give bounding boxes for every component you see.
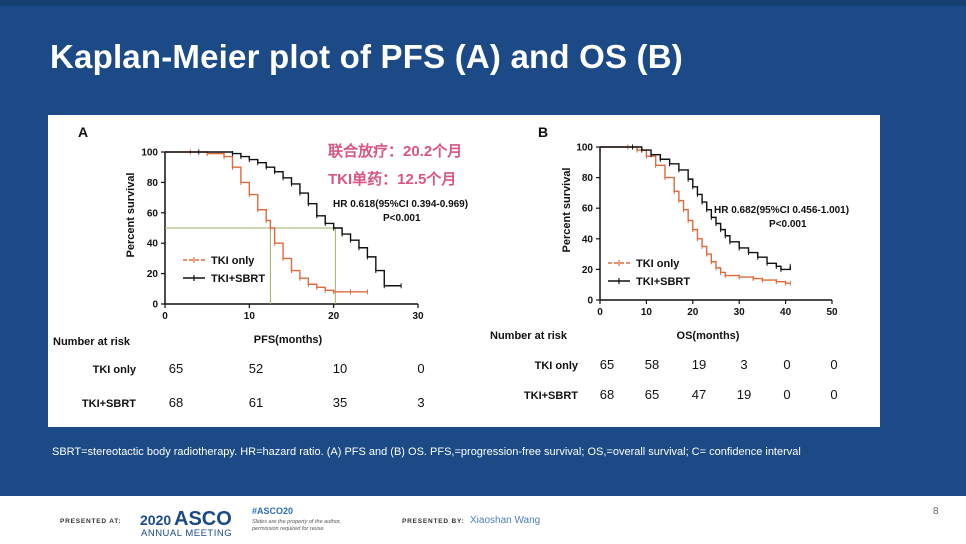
risk-value: 68 — [600, 387, 614, 402]
risk-header: Number at risk — [53, 336, 131, 348]
panel-b-curves — [600, 144, 791, 286]
legend-label: TKI+SBRT — [211, 273, 265, 285]
x-tick-label: 50 — [826, 307, 838, 318]
risk-value: 3 — [417, 395, 424, 410]
panel-a-xlabel: PFS(months) — [254, 334, 323, 346]
y-tick-label: 80 — [147, 178, 159, 189]
logo-name: ASCO — [174, 508, 232, 530]
logo-year: 2020 — [140, 512, 171, 528]
slide-title: Kaplan-Meier plot of PFS (A) and OS (B) — [50, 38, 683, 75]
panel-b-risk-table: Number at risk TKI only 65 58 19 3 0 0 TKI+SBRT 6… — [490, 330, 838, 402]
panel-b-legend: TKI only TKI+SBRT — [608, 258, 690, 288]
risk-value: 3 — [740, 357, 747, 372]
risk-value: 65 — [645, 387, 659, 402]
logo-subtitle: ANNUAL MEETING — [141, 528, 232, 539]
y-tick-label: 100 — [141, 148, 158, 159]
risk-value: 0 — [830, 357, 837, 372]
series-line-tki-sbrt — [600, 146, 791, 271]
y-tick-label: 0 — [152, 300, 158, 311]
risk-row-label: TKI+SBRT — [524, 390, 578, 402]
y-tick-label: 20 — [582, 265, 594, 276]
risk-value: 35 — [333, 395, 347, 410]
risk-value: 0 — [783, 357, 790, 372]
panel-a-p: P<0.001 — [383, 213, 421, 224]
x-tick-label: 10 — [244, 311, 256, 322]
legend-label: TKI only — [211, 255, 255, 267]
y-tick-label: 0 — [587, 296, 593, 307]
y-tick-label: 80 — [582, 173, 594, 184]
risk-value: 0 — [783, 387, 790, 402]
x-tick-label: 10 — [641, 307, 653, 318]
y-tick-label: 40 — [147, 239, 159, 250]
asco-logo: 2020 ASCO ANNUAL MEETING — [140, 508, 232, 539]
panel-a-label: A — [78, 124, 88, 140]
panel-b-hr: HR 0.682(95%CI 0.456-1.001) — [714, 205, 849, 216]
presented-at-label: PRESENTED AT: — [60, 518, 122, 525]
panel-b-axes: 0 20 40 60 80 100 0 10 20 30 40 50 — [576, 143, 838, 319]
panel-a-legend: TKI only TKI+SBRT — [183, 255, 265, 285]
risk-value: 19 — [737, 387, 751, 402]
page-number: 8 — [933, 506, 939, 517]
y-tick-label: 20 — [147, 269, 159, 280]
risk-row-label: TKI only — [535, 360, 579, 372]
risk-value: 61 — [249, 395, 263, 410]
x-tick-label: 30 — [412, 311, 424, 322]
panel-a-risk-table: Number at risk TKI only 65 52 10 0 TKI+SBRT 68 6… — [53, 336, 425, 410]
presenter-name: Xiaoshan Wang — [470, 515, 541, 526]
panel-b-xlabel: OS(months) — [677, 330, 740, 342]
risk-value: 68 — [169, 395, 183, 410]
risk-value: 52 — [249, 361, 263, 376]
risk-value: 19 — [692, 357, 706, 372]
risk-value: 10 — [333, 361, 347, 376]
panel-b-label: B — [538, 124, 548, 140]
cn-annotation-line2: TKI单药：12.5个月 — [328, 170, 456, 188]
y-tick-label: 40 — [582, 234, 594, 245]
presented-by-label: PRESENTED BY: — [402, 518, 465, 525]
risk-value: 0 — [830, 387, 837, 402]
panel-b-p: P<0.001 — [769, 219, 807, 230]
y-tick-label: 100 — [576, 143, 593, 154]
y-tick-label: 60 — [147, 208, 159, 219]
risk-value: 58 — [645, 357, 659, 372]
legend-label: TKI+SBRT — [636, 276, 690, 288]
figure-panel: A Percent survival PFS(months) 联合放疗：20.2… — [48, 115, 880, 427]
risk-value: 47 — [692, 387, 706, 402]
panel-a-hr: HR 0.618(95%CI 0.394-0.969) — [333, 199, 468, 210]
footnote: SBRT=stereotactic body radiotherapy. HR=… — [52, 446, 801, 458]
x-tick-label: 0 — [597, 307, 603, 318]
legend-label: TKI only — [636, 258, 680, 270]
slide-top-band — [0, 0, 966, 6]
cn-annotation-line1: 联合放疗：20.2个月 — [328, 142, 462, 160]
risk-value: 0 — [417, 361, 424, 376]
asco-hashtag: #ASCO20 — [252, 506, 294, 516]
series-line-tki-only — [165, 151, 368, 293]
risk-value: 65 — [600, 357, 614, 372]
x-tick-label: 20 — [328, 311, 340, 322]
footer-bar: PRESENTED AT: PRESENTED BY: — [0, 496, 966, 544]
panel-a-ylabel: Percent survival — [125, 173, 137, 258]
risk-row-label: TKI+SBRT — [82, 398, 136, 410]
x-tick-label: 30 — [734, 307, 746, 318]
x-tick-label: 0 — [162, 311, 168, 322]
risk-row-label: TKI only — [93, 364, 137, 376]
risk-header: Number at risk — [490, 330, 568, 342]
y-tick-label: 60 — [582, 204, 594, 215]
x-tick-label: 40 — [780, 307, 792, 318]
x-tick-label: 20 — [687, 307, 699, 318]
risk-value: 65 — [169, 361, 183, 376]
panel-b-ylabel: Percent survival — [561, 168, 573, 253]
km-figure: A Percent survival PFS(months) 联合放疗：20.2… — [53, 124, 849, 410]
asco-rights-note: Slides are the property of the author, p… — [252, 519, 341, 532]
panel-a-curves — [165, 149, 402, 295]
